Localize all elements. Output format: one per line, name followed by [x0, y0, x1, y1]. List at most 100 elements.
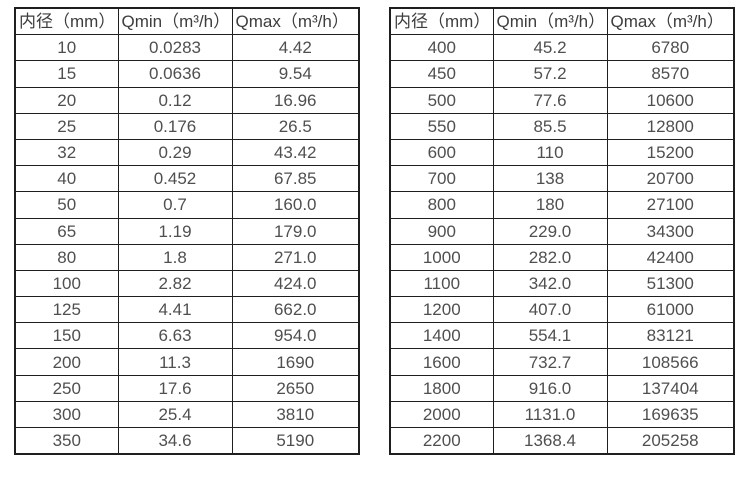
- table-cell: 450: [389, 60, 494, 88]
- table-cell: 65: [14, 217, 119, 245]
- table-cell: 179.0: [231, 217, 360, 245]
- column-header-qmin: Qmin（m³/h）: [117, 7, 233, 36]
- table-cell: 20: [14, 86, 119, 114]
- table-row: 150 6.63 954.0: [14, 322, 360, 350]
- table-cell: 32: [14, 138, 119, 167]
- table-cell: 600: [389, 138, 494, 167]
- header-row: 内径（mm） Qmin（m³/h） Qmax（m³/h）: [389, 7, 735, 36]
- table-cell: 300: [14, 400, 119, 429]
- table-cell: 11.3: [117, 348, 233, 376]
- table-cell: 83121: [606, 322, 735, 350]
- table-cell: 1000: [389, 243, 494, 271]
- column-header-inner-diameter: 内径（mm）: [389, 7, 494, 36]
- table-row: 800 180 27100: [389, 191, 735, 219]
- table-cell: 0.29: [117, 138, 233, 167]
- table-cell: 282.0: [492, 243, 608, 271]
- table-cell: 1800: [389, 374, 494, 402]
- table-cell: 51300: [606, 269, 735, 298]
- table-cell: 50: [14, 191, 119, 219]
- table-cell: 34300: [606, 217, 735, 245]
- table-row: 25 0.176 26.5: [14, 112, 360, 140]
- table-cell: 0.7: [117, 191, 233, 219]
- table-row: 600 110 15200: [389, 138, 735, 167]
- table-cell: 6.63: [117, 322, 233, 350]
- table-cell: 5190: [231, 427, 360, 455]
- table-row: 2000 1131.0 169635: [389, 400, 735, 429]
- table-row: 250 17.6 2650: [14, 374, 360, 402]
- table-cell: 700: [389, 165, 494, 193]
- table-cell: 20700: [606, 165, 735, 193]
- table-cell: 954.0: [231, 322, 360, 350]
- table-row: 100 2.82 424.0: [14, 269, 360, 298]
- table-cell: 8570: [606, 60, 735, 88]
- table-cell: 916.0: [492, 374, 608, 402]
- table-row: 50 0.7 160.0: [14, 191, 360, 219]
- table-cell: 25: [14, 112, 119, 140]
- table-row: 125 4.41 662.0: [14, 296, 360, 324]
- table-cell: 15200: [606, 138, 735, 167]
- table-cell: 1200: [389, 296, 494, 324]
- table-cell: 138: [492, 165, 608, 193]
- table-row: 900 229.0 34300: [389, 217, 735, 245]
- header-row: 内径（mm） Qmin（m³/h） Qmax（m³/h）: [14, 7, 360, 36]
- table-row: 20 0.12 16.96: [14, 86, 360, 114]
- table-row: 300 25.4 3810: [14, 400, 360, 429]
- table-cell: 6780: [606, 34, 735, 62]
- table-cell: 4.42: [231, 34, 360, 62]
- table-row: 700 138 20700: [389, 165, 735, 193]
- table-cell: 169635: [606, 400, 735, 429]
- table-cell: 45.2: [492, 34, 608, 62]
- table-cell: 67.85: [231, 165, 360, 193]
- table-cell: 42400: [606, 243, 735, 271]
- table-cell: 0.452: [117, 165, 233, 193]
- table-row: 1600 732.7 108566: [389, 348, 735, 376]
- table-row: 1200 407.0 61000: [389, 296, 735, 324]
- column-header-inner-diameter: 内径（mm）: [14, 7, 119, 36]
- table-cell: 160.0: [231, 191, 360, 219]
- table-cell: 9.54: [231, 60, 360, 88]
- table-cell: 108566: [606, 348, 735, 376]
- table-body-small-diameters: 10 0.0283 4.42 15 0.0636 9.54 20 0.12 16.96 25 0.1…: [14, 34, 360, 455]
- table-row: 10 0.0283 4.42: [14, 34, 360, 62]
- table-cell: 424.0: [231, 269, 360, 298]
- table-cell: 229.0: [492, 217, 608, 245]
- flow-table-small-diameters: 内径（mm） Qmin（m³/h） Qmax（m³/h） 10 0.0283 4.4…: [14, 7, 360, 456]
- table-row: 1800 916.0 137404: [389, 374, 735, 402]
- table-cell: 10: [14, 34, 119, 62]
- table-cell: 12800: [606, 112, 735, 140]
- table-cell: 400: [389, 34, 494, 62]
- table-cell: 205258: [606, 427, 735, 455]
- table-cell: 1131.0: [492, 400, 608, 429]
- table-cell: 342.0: [492, 269, 608, 298]
- table-cell: 1600: [389, 348, 494, 376]
- table-cell: 137404: [606, 374, 735, 402]
- table-cell: 550: [389, 112, 494, 140]
- table-cell: 80: [14, 243, 119, 271]
- table-cell: 1.19: [117, 217, 233, 245]
- table-row: 400 45.2 6780: [389, 34, 735, 62]
- table-cell: 43.42: [231, 138, 360, 167]
- table-row: 15 0.0636 9.54: [14, 60, 360, 88]
- table-cell: 1400: [389, 322, 494, 350]
- table-row: 1000 282.0 42400: [389, 243, 735, 271]
- table-cell: 27100: [606, 191, 735, 219]
- table-cell: 17.6: [117, 374, 233, 402]
- column-header-qmin: Qmin（m³/h）: [492, 7, 608, 36]
- table-cell: 1.8: [117, 243, 233, 271]
- table-cell: 1100: [389, 269, 494, 298]
- table-cell: 57.2: [492, 60, 608, 88]
- table-row: 40 0.452 67.85: [14, 165, 360, 193]
- table-cell: 110: [492, 138, 608, 167]
- table-cell: 3810: [231, 400, 360, 429]
- table-cell: 732.7: [492, 348, 608, 376]
- table-cell: 15: [14, 60, 119, 88]
- table-row: 32 0.29 43.42: [14, 138, 360, 167]
- table-cell: 85.5: [492, 112, 608, 140]
- table-cell: 2.82: [117, 269, 233, 298]
- table-cell: 40: [14, 165, 119, 193]
- table-cell: 900: [389, 217, 494, 245]
- table-cell: 16.96: [231, 86, 360, 114]
- table-cell: 0.12: [117, 86, 233, 114]
- table-body-large-diameters: 400 45.2 6780 450 57.2 8570 500 77.6 10600 550 85.…: [389, 34, 735, 455]
